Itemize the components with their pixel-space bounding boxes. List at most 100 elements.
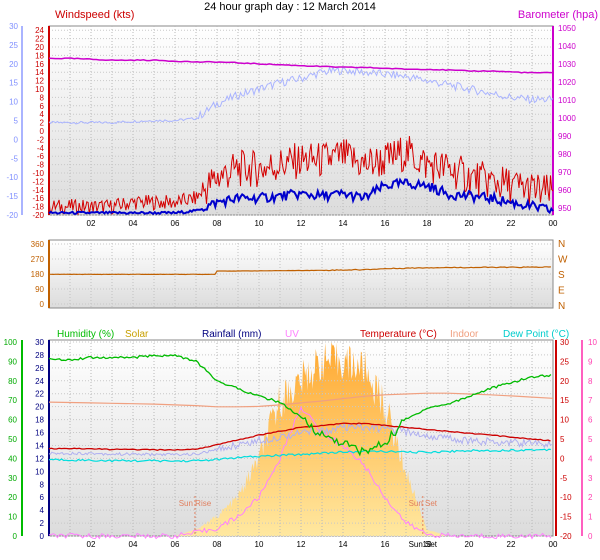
sunset-tick-label: Sun Set: [409, 540, 438, 549]
chart-title: 24 hour graph day : 12 March 2014: [204, 1, 376, 13]
gust-tick: 0: [14, 135, 19, 144]
legend-item: Indoor: [450, 329, 479, 340]
dewpoint-tick: 0: [588, 532, 593, 541]
rainfall-tick: 28: [35, 351, 44, 360]
dewpoint-tick: 8: [588, 377, 593, 386]
x-tick-label: 22: [507, 219, 516, 228]
humidity-tick: 0: [13, 532, 18, 541]
temperature-tick: 10: [560, 416, 569, 425]
windspeed-tick: -10: [32, 169, 44, 178]
direction-tick: 0: [40, 300, 45, 309]
compass-label: E: [558, 286, 565, 297]
gust-tick: 25: [9, 41, 18, 50]
gust-tick: -20: [6, 211, 18, 220]
dewpoint-tick: 1: [588, 513, 593, 522]
compass-label: S: [558, 270, 565, 281]
compass-label: W: [558, 255, 568, 266]
x-tick-label: 18: [423, 540, 432, 549]
gust-tick: -5: [11, 154, 19, 163]
x-tick-label: 00: [549, 540, 558, 549]
x-tick-label: 22: [507, 540, 516, 549]
gust-tick: 30: [9, 22, 18, 31]
barometer-tick: 1030: [558, 60, 576, 69]
windspeed-tick: 22: [35, 35, 44, 44]
sunset-label: Sun Set: [409, 499, 438, 508]
temperature-tick: 25: [560, 357, 569, 366]
windspeed-tick: 4: [40, 110, 45, 119]
dewpoint-tick: 9: [588, 357, 593, 366]
barometer-tick: 1010: [558, 96, 576, 105]
compass-label: N: [558, 301, 565, 312]
rainfall-tick: 14: [35, 441, 44, 450]
barometer-tick: 980: [558, 150, 572, 159]
rainfall-tick: 20: [35, 403, 44, 412]
humidity-tick: 60: [8, 416, 17, 425]
windspeed-tick: 8: [40, 93, 45, 102]
windspeed-tick: 6: [40, 102, 45, 111]
x-tick-label: 16: [381, 540, 390, 549]
gust-tick: -10: [6, 173, 18, 182]
rainfall-tick: 18: [35, 416, 44, 425]
humidity-tick: 30: [8, 474, 17, 483]
humidity-tick: 80: [8, 377, 17, 386]
windspeed-tick: 16: [35, 60, 44, 69]
humidity-tick: 20: [8, 493, 17, 502]
windspeed-tick: 12: [35, 77, 44, 86]
dewpoint-tick: 5: [588, 435, 593, 444]
humidity-tick: 10: [8, 513, 17, 522]
x-tick-label: 20: [465, 540, 474, 549]
x-tick-label: 10: [255, 540, 264, 549]
windspeed-avg-series-line: [48, 177, 554, 216]
windspeed-series-line: [48, 135, 554, 216]
dewpoint-series-line: [48, 448, 551, 463]
x-tick-label: 02: [87, 219, 96, 228]
windspeed-tick: 24: [35, 26, 44, 35]
x-tick-label: 00: [549, 219, 558, 228]
x-tick-label: 04: [129, 540, 138, 549]
humidity-series-line: [48, 354, 552, 457]
temperature-tick: 20: [560, 377, 569, 386]
uv-series-line: [48, 405, 552, 540]
temperature-tick: 5: [560, 435, 565, 444]
wind-barometer-panel: Windspeed (kts) Barometer (hpa) 02 04 06 08…: [6, 9, 598, 228]
x-tick-label: 14: [339, 540, 348, 549]
dewpoint-tick: 7: [588, 396, 593, 405]
temperature-tick: -15: [560, 513, 572, 522]
direction-tick: 360: [31, 240, 45, 249]
gust-tick: 10: [9, 98, 18, 107]
windspeed-tick: -4: [37, 144, 45, 153]
dewpoint-tick: 6: [588, 416, 593, 425]
x-tick-label: 08: [213, 219, 222, 228]
temperature-tick: -10: [560, 493, 572, 502]
rainfall-tick: 0: [40, 532, 45, 541]
x-tick-label: 20: [465, 219, 474, 228]
dewpoint-tick: 2: [588, 493, 593, 502]
x-tick-label: 08: [213, 540, 222, 549]
rainfall-tick: 12: [35, 454, 44, 463]
direction-series-line: [49, 266, 551, 276]
rainfall-tick: 6: [40, 493, 45, 502]
legend-item: Rainfall (mm): [202, 329, 261, 340]
sunrise-label: Sun Rise: [179, 499, 212, 508]
rainfall-tick: 16: [35, 429, 44, 438]
x-tick-label: 12: [297, 540, 306, 549]
barometer-tick: 950: [558, 204, 572, 213]
barometer-tick: 970: [558, 168, 572, 177]
windspeed-tick: -16: [32, 194, 44, 203]
direction-tick: 270: [31, 255, 45, 264]
x-tick-label: 14: [339, 219, 348, 228]
x-tick-label: 04: [129, 219, 138, 228]
windspeed-tick: -8: [37, 161, 45, 170]
barometer-series-line: [48, 57, 553, 74]
windspeed-tick: 14: [35, 68, 44, 77]
dewpoint-tick: 10: [588, 338, 597, 347]
gust-tick: 5: [14, 117, 19, 126]
rainfall-tick: 10: [35, 467, 44, 476]
barometer-tick: 1020: [558, 78, 576, 87]
temp-humidity-panel: Humidity (%) Solar Rainfall (mm) UV Temperat…: [4, 329, 598, 549]
windspeed-axis-label: Windspeed (kts): [55, 9, 134, 21]
windspeed-tick: 20: [35, 43, 44, 52]
windspeed-tick: 18: [35, 51, 44, 60]
legend-item: Dew Point (°C): [503, 329, 569, 340]
